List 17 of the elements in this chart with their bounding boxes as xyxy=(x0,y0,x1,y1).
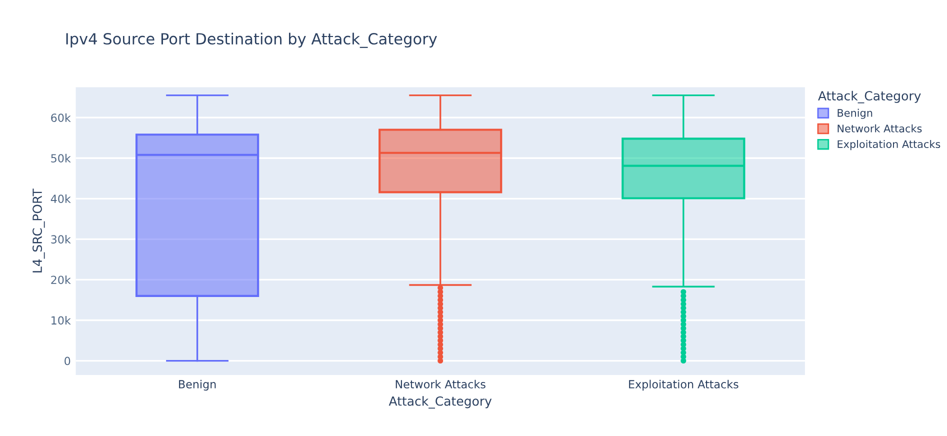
y-tick-label: 10k xyxy=(52,316,71,325)
legend-label: Network Attacks xyxy=(838,124,922,132)
x-tick-label: Benign xyxy=(179,380,216,391)
y-tick-label: 60k xyxy=(51,113,71,122)
legend-label: Exploitation Attacks xyxy=(838,140,940,150)
y-tick-label: 50k xyxy=(51,154,71,163)
y-axis-title: L4_SRC_PORT xyxy=(32,188,45,272)
y-tick-label: 40k xyxy=(50,194,71,204)
x-axis-title: Attack_Category xyxy=(388,396,492,409)
chart-title: Ipv4 Source Port Destination by Attack_Category xyxy=(66,32,437,48)
x-tick-label: Network Attacks xyxy=(396,380,486,388)
y-tick-label: 0 xyxy=(64,356,70,366)
legend-title: Attack_Category xyxy=(818,90,921,104)
legend-label: Benign xyxy=(838,108,872,119)
y-tick-label: 20k xyxy=(51,275,71,284)
y-tick-label: 30k xyxy=(51,234,71,244)
x-tick-label: Exploitation Attacks xyxy=(629,380,738,391)
